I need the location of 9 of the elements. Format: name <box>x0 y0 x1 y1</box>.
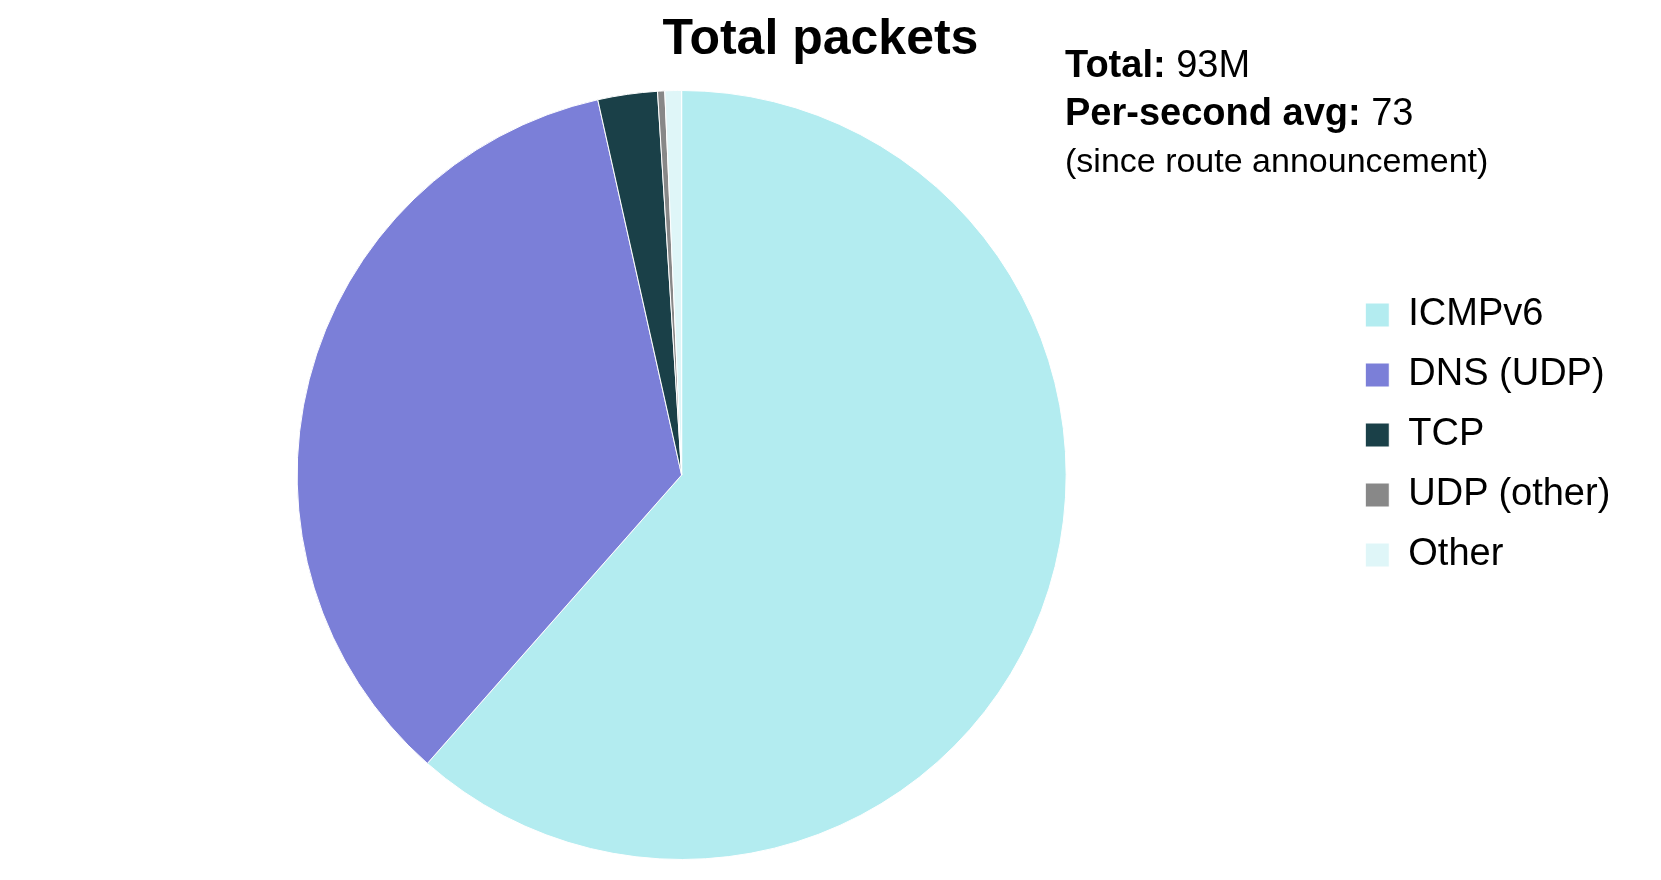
text: Per-second avg: 73 <box>1065 90 1415 135</box>
text: (since route announcement) <box>1065 140 1489 181</box>
chart-title: Total packets <box>662 8 979 65</box>
legend-label: UDP (other) <box>1408 471 1611 514</box>
legend-label: Other <box>1408 531 1504 574</box>
legend-label: ICMPv6 <box>1408 291 1544 334</box>
text: Total: 93M <box>1065 42 1252 87</box>
legend-label: TCP <box>1408 411 1485 454</box>
legend-label: DNS (UDP) <box>1408 351 1605 394</box>
